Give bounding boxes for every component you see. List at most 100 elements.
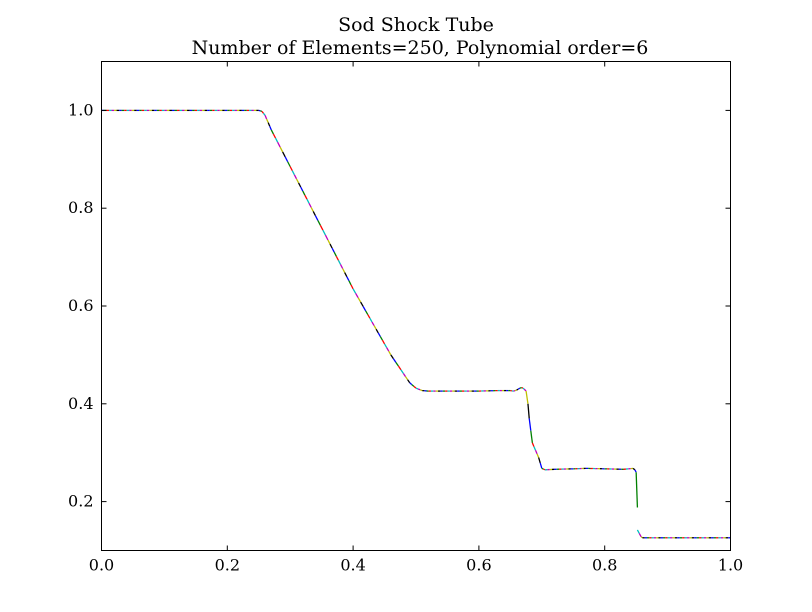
series-segment (543, 468, 546, 471)
series-segment (388, 350, 392, 356)
series-segment (312, 211, 316, 216)
series-segment (636, 529, 640, 534)
series-segment (635, 472, 639, 508)
y-tick-label: 0.2 (68, 492, 93, 511)
y-tick-label: 0.4 (68, 394, 93, 413)
series-segment (638, 533, 642, 538)
chart-subtitle: Number of Elements=250, Polynomial order… (192, 37, 649, 59)
series-segment (319, 225, 324, 231)
series-segment (333, 251, 337, 257)
series-segment (344, 272, 348, 277)
series-segment (413, 385, 417, 389)
series-segment (295, 178, 300, 184)
series-segment (531, 442, 535, 447)
series-segment (261, 110, 264, 114)
series-segment (539, 462, 543, 469)
series-segment (373, 325, 377, 330)
series-segment (409, 382, 413, 386)
series-segment (402, 373, 407, 377)
series-segment (269, 126, 272, 131)
series-segment (264, 115, 268, 120)
plot-frame (101, 61, 731, 551)
series-segment (272, 133, 277, 139)
series-segment (528, 418, 532, 431)
series-segment (266, 118, 269, 123)
series-segment (331, 247, 335, 253)
series-segment (381, 339, 386, 345)
y-tick-label: 0.6 (68, 296, 93, 315)
series-segment (536, 453, 540, 458)
series-segment (308, 203, 312, 208)
series-segment (360, 301, 364, 307)
series-segment (525, 390, 529, 404)
series-segment (400, 369, 404, 374)
series-segment (415, 387, 419, 390)
series-segment (270, 129, 275, 135)
series-segment (522, 387, 525, 390)
series-segment (530, 430, 534, 444)
series-segment (392, 358, 397, 363)
series-segment (369, 317, 373, 323)
x-tick-label: 0.0 (89, 556, 114, 575)
series-segment (287, 161, 291, 167)
series-segment (302, 190, 306, 196)
series-segment (419, 389, 423, 392)
series-segment (375, 328, 379, 334)
x-tick-label: 0.2 (215, 556, 240, 575)
series-segment (533, 446, 537, 451)
series-segment (267, 122, 271, 127)
series-segment (277, 141, 281, 148)
series-segment (407, 379, 411, 384)
series-segment (411, 384, 415, 387)
series-segment (291, 170, 295, 176)
series-segment (329, 243, 333, 249)
series-segment (517, 387, 521, 390)
series-segment (379, 336, 384, 341)
tick-layer: 0.0 0.2 0.4 0.6 0.8 1.0 0.2 0.4 0.6 0.8 1.0 (68, 61, 743, 575)
series-segment (397, 365, 402, 371)
series-segment (541, 467, 544, 470)
series-segment (362, 306, 367, 312)
series-segment (324, 234, 329, 241)
series-segment (632, 467, 636, 471)
chart-title: Sod Shock Tube (338, 14, 494, 36)
series-segment (390, 354, 394, 359)
series-segment (337, 260, 342, 265)
series-segment (339, 264, 344, 269)
series-segment (395, 361, 399, 367)
series-segment (355, 292, 359, 299)
series-segment (417, 388, 421, 391)
series-segment (371, 321, 375, 326)
series-segment (298, 182, 302, 188)
x-tick-label: 0.6 (466, 556, 491, 575)
series-segment (634, 469, 637, 473)
y-tick-label: 1.0 (68, 100, 93, 119)
series-segment (335, 255, 339, 261)
series-segment (322, 229, 326, 236)
series-segment (367, 314, 371, 319)
series-segment (300, 186, 304, 192)
series-segment (516, 388, 519, 391)
series-segment (538, 457, 541, 464)
series-segment (317, 220, 321, 226)
series-segment (284, 156, 289, 163)
series-segment (523, 388, 527, 392)
series-segment (304, 194, 308, 200)
series-segment (346, 276, 350, 282)
x-tick-label: 1.0 (718, 556, 743, 575)
y-tick-label: 0.8 (68, 198, 93, 217)
series-segment (289, 166, 293, 172)
series-segment (386, 347, 390, 352)
series-segment (352, 288, 357, 294)
series-segment (527, 403, 530, 419)
series-segment (377, 332, 381, 337)
series-segment (342, 268, 346, 273)
series-segment (404, 376, 409, 381)
series-segment (327, 239, 331, 245)
series-segment (279, 146, 284, 153)
series-segment (282, 151, 286, 158)
series-segment (293, 174, 298, 180)
series-segment (365, 310, 369, 315)
x-tick-label: 0.4 (340, 556, 365, 575)
series-segment (274, 137, 279, 143)
